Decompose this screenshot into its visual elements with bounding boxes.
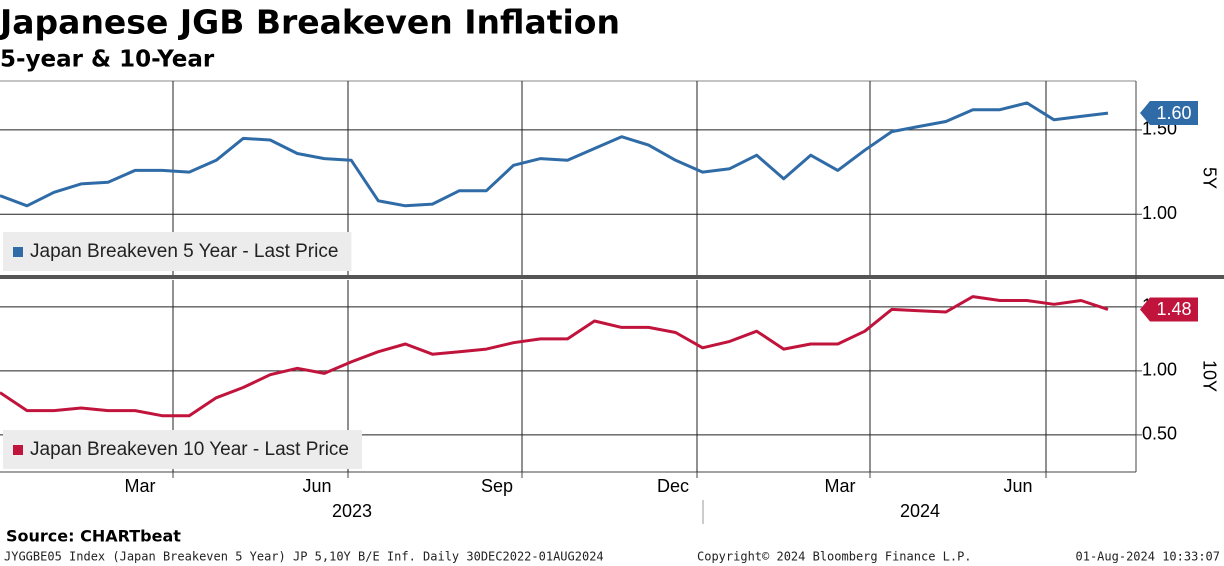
axis-label: 5Y — [1199, 167, 1219, 189]
y-tick-label: 1.00 — [1142, 360, 1177, 380]
chart-title: Japanese JGB Breakeven Inflation — [0, 3, 620, 42]
chart-subtitle: 5-year & 10-Year — [0, 47, 215, 73]
source: Source: CHARTbeat — [6, 527, 181, 546]
x-tick-label: Sep — [481, 476, 513, 496]
legend-swatch — [13, 445, 23, 455]
legend-label: Japan Breakeven 5 Year - Last Price — [30, 241, 338, 262]
legend: Japan Breakeven 10 Year - Last Price — [3, 430, 362, 469]
legend-swatch — [13, 247, 23, 257]
legend-box — [3, 232, 352, 271]
last-value-tag — [1140, 297, 1198, 322]
x-tick-label: Jun — [1003, 476, 1032, 496]
x-year-label: 2024 — [900, 501, 940, 521]
x-tick-label: Mar — [125, 476, 156, 496]
last-value-label: 1.48 — [1156, 299, 1191, 319]
axis-label: 10Y — [1199, 360, 1219, 392]
legend-label: Japan Breakeven 10 Year - Last Price — [30, 439, 349, 460]
legend: Japan Breakeven 5 Year - Last Price — [3, 232, 352, 271]
y-tick-label: 0.50 — [1142, 424, 1177, 444]
footer-center: Copyright© 2024 Bloomberg Finance L.P. — [697, 550, 972, 564]
last-value-tag — [1140, 101, 1198, 126]
y-tick-label: 1.00 — [1142, 203, 1177, 223]
x-tick-label: Mar — [825, 476, 856, 496]
legend-box — [3, 430, 362, 469]
x-tick-label: Dec — [657, 476, 689, 496]
series-line — [0, 101, 1109, 208]
series-line — [0, 295, 1109, 418]
footer-left: JYGGBE05 Index (Japan Breakeven 5 Year) … — [4, 550, 604, 564]
footer-right: 01-Aug-2024 10:33:07 — [1076, 550, 1221, 564]
last-value-label: 1.60 — [1156, 103, 1191, 123]
x-tick-label: Jun — [302, 476, 331, 496]
x-year-label: 2023 — [332, 501, 372, 521]
